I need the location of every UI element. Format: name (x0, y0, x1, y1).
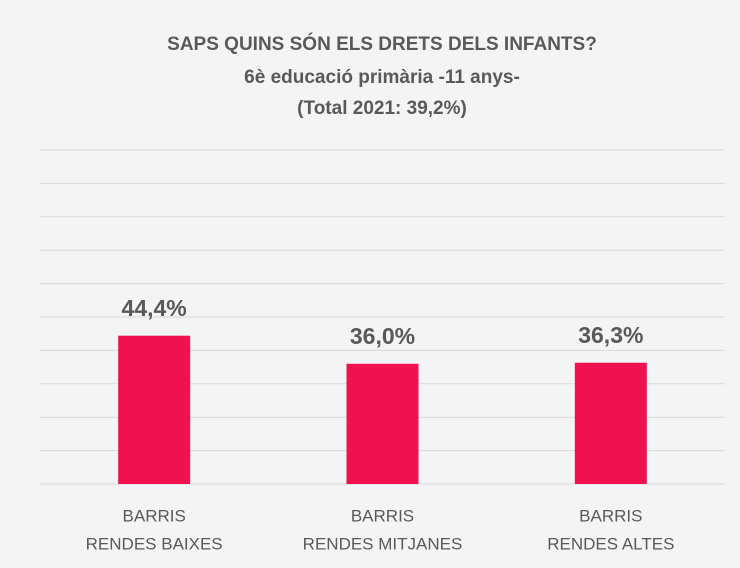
x-tick-label: BARRIS (123, 506, 186, 525)
data-label: 36,0% (350, 323, 415, 349)
chart-note: (Total 2021: 39,2%) (297, 98, 467, 119)
x-tick-label: BARRIS (579, 506, 642, 525)
x-tick-label: RENDES MITJANES (303, 534, 463, 553)
x-tick-label: RENDES BAIXES (86, 534, 223, 553)
bar (118, 335, 191, 484)
x-tick-label: BARRIS (351, 506, 414, 525)
chart-title: SAPS QUINS SÓN ELS DRETS DELS INFANTS? (167, 33, 597, 55)
bar (574, 362, 647, 484)
bar (346, 363, 419, 484)
data-label: 36,3% (578, 322, 643, 348)
data-label: 44,4% (122, 295, 187, 321)
x-tick-label: RENDES ALTES (547, 534, 674, 553)
chart-subtitle: 6è educació primària -11 anys- (244, 67, 520, 88)
